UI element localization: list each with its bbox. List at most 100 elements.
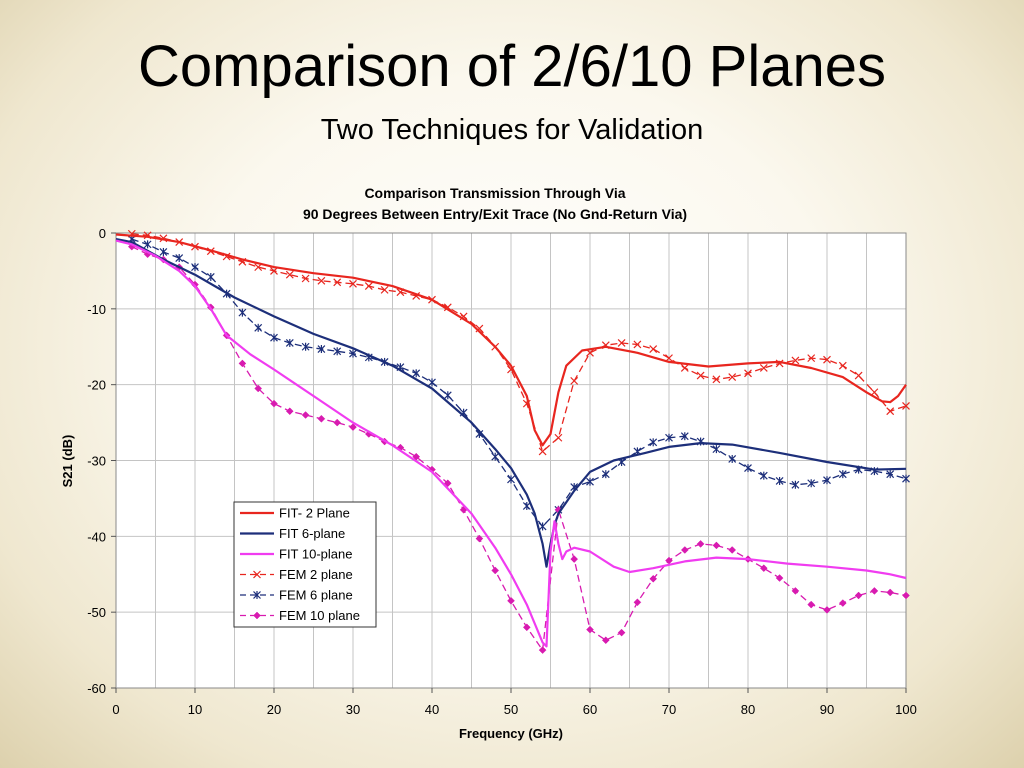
- data-point: [712, 375, 721, 384]
- axis-ticks: 0 10 20 30 40 50 60 70 80 90 100 0 -10 -20 -30 -40 -50 -6…: [87, 226, 917, 717]
- chart-title: Comparison Transmission Through Via: [364, 185, 625, 201]
- legend-item: FIT 6-plane: [240, 526, 345, 541]
- data-point: [522, 623, 531, 632]
- chart-subtitle: 90 Degrees Between Entry/Exit Trace (No …: [303, 206, 687, 222]
- data-point: [538, 646, 547, 654]
- data-point: [238, 359, 247, 368]
- series-line: [131, 238, 907, 528]
- data-point: [317, 414, 326, 423]
- data-point: [301, 342, 310, 351]
- series-line: [115, 239, 907, 648]
- series-line: [115, 238, 907, 568]
- data-point: [696, 540, 705, 548]
- data-point: [570, 555, 579, 563]
- data-point: [475, 324, 484, 333]
- series-line: [115, 233, 907, 447]
- data-point: [807, 600, 816, 609]
- legend-label: FEM 2 plane: [279, 567, 353, 582]
- data-point: [791, 356, 800, 365]
- data-point: [759, 564, 768, 573]
- legend-label: FEM 6 plane: [279, 588, 353, 603]
- data-point: [491, 452, 500, 461]
- data-point: [712, 445, 721, 454]
- data-point: [759, 364, 768, 372]
- data-point: [633, 340, 642, 349]
- y-axis-label: S21 (dB): [60, 435, 75, 488]
- data-point: [823, 606, 831, 614]
- data-point: [807, 479, 816, 488]
- data-point: [443, 479, 452, 488]
- data-point: [317, 345, 326, 354]
- data-point: [823, 355, 831, 364]
- data-point: [902, 591, 910, 600]
- data-point: [854, 371, 863, 380]
- data-point: [601, 636, 610, 645]
- legend-marker: [253, 570, 261, 579]
- series-layer: [115, 229, 910, 654]
- data-point: [475, 534, 484, 543]
- x-tick-label: 80: [741, 702, 755, 717]
- data-point: [696, 371, 705, 380]
- y-tick-label: -50: [87, 605, 106, 620]
- data-point: [823, 476, 831, 485]
- data-point: [886, 588, 895, 597]
- legend-label: FIT- 2 Plane: [279, 506, 350, 521]
- x-tick-label: 60: [583, 702, 597, 717]
- data-point: [617, 628, 626, 637]
- data-point: [491, 566, 500, 575]
- data-point: [601, 470, 610, 479]
- data-point: [759, 471, 768, 480]
- data-point: [712, 541, 721, 550]
- data-point: [159, 247, 168, 256]
- data-point: [364, 282, 373, 291]
- data-point: [349, 423, 357, 431]
- x-tick-label: 90: [820, 702, 834, 717]
- data-point: [649, 574, 658, 583]
- data-point: [649, 345, 658, 353]
- y-tick-label: -10: [87, 302, 106, 317]
- data-point: [143, 240, 152, 249]
- series-fit-10-plane: [115, 239, 907, 648]
- data-point: [649, 438, 658, 447]
- x-axis-label: Frequency (GHz): [459, 726, 563, 741]
- data-point: [586, 477, 594, 486]
- data-point: [791, 480, 800, 489]
- data-point: [538, 522, 547, 531]
- data-point: [870, 587, 879, 595]
- data-point: [633, 598, 642, 607]
- data-point: [254, 384, 263, 393]
- data-point: [791, 587, 800, 595]
- x-tick-label: 100: [895, 702, 917, 717]
- data-point: [744, 464, 752, 473]
- data-point: [380, 285, 389, 294]
- series-line: [131, 246, 907, 651]
- legend-item: FEM 10 plane: [240, 608, 360, 623]
- x-tick-label: 50: [504, 702, 518, 717]
- series-fit-6-plane: [115, 238, 907, 568]
- data-point: [838, 361, 847, 370]
- data-point: [206, 272, 215, 281]
- data-point: [728, 454, 737, 463]
- data-point: [570, 376, 579, 385]
- data-point: [586, 625, 594, 634]
- data-point: [285, 338, 294, 347]
- data-point: [538, 447, 547, 456]
- data-point: [428, 378, 436, 387]
- legend-label: FIT 6-plane: [279, 526, 345, 541]
- data-point: [191, 263, 199, 272]
- data-point: [902, 401, 910, 410]
- legend-marker: [253, 611, 261, 620]
- data-point: [270, 266, 278, 275]
- legend-marker: [253, 591, 261, 599]
- data-point: [443, 391, 452, 400]
- data-point: [270, 333, 278, 342]
- y-tick-label: -20: [87, 378, 106, 393]
- data-point: [680, 546, 689, 554]
- data-point: [744, 369, 752, 378]
- x-tick-label: 10: [188, 702, 202, 717]
- y-tick-label: -30: [87, 454, 106, 469]
- data-point: [807, 354, 816, 363]
- legend-item: FEM 2 plane: [240, 567, 353, 582]
- data-point: [285, 270, 294, 279]
